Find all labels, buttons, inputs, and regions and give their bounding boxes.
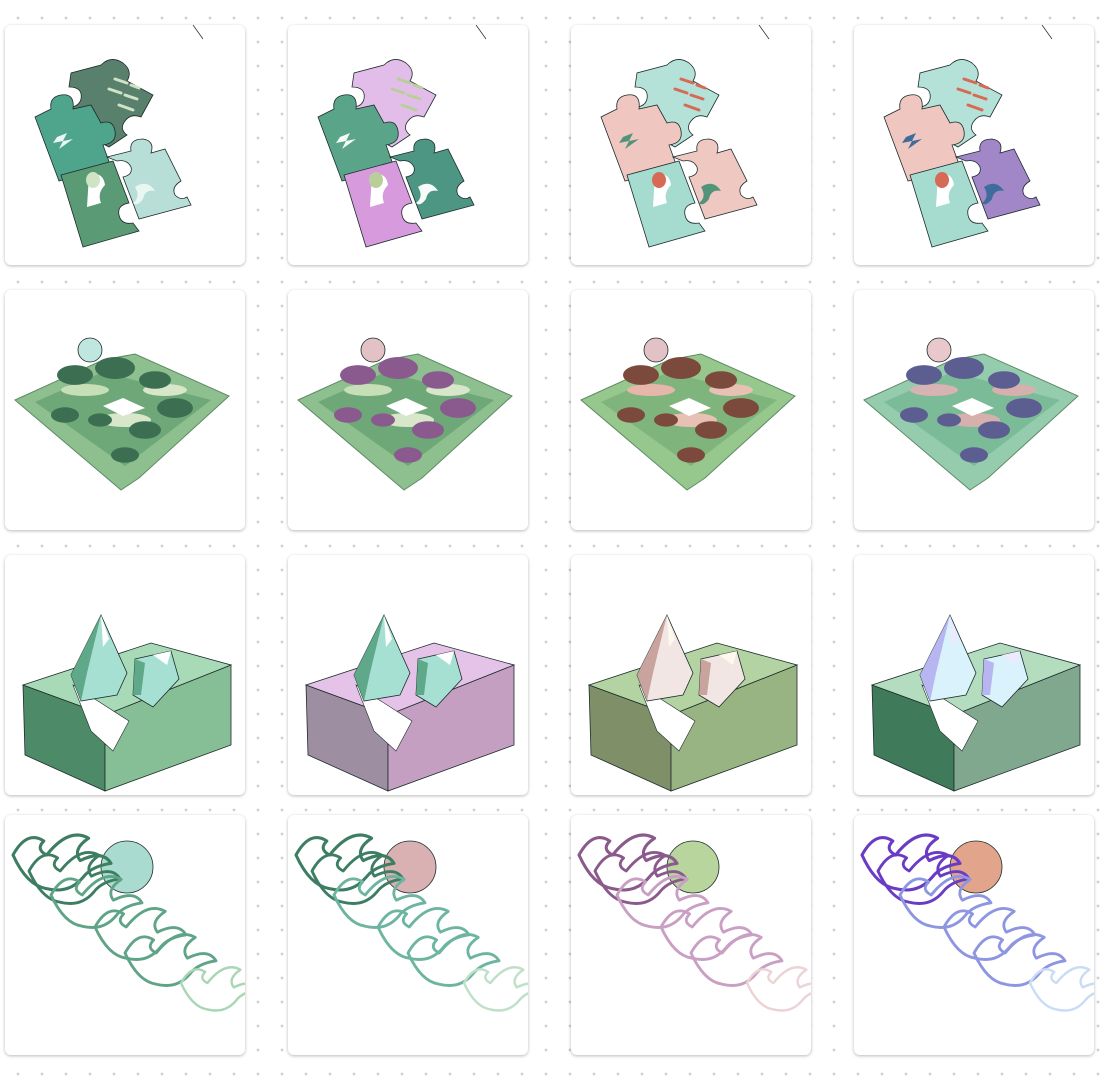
thumbnail-birds-teal-rose[interactable] — [288, 815, 528, 1055]
island-illustration — [297, 337, 513, 491]
birds-illustration — [294, 833, 528, 1012]
thumbnail-birds-green[interactable] — [5, 815, 245, 1055]
thumbnail-island-green-purple[interactable] — [288, 290, 528, 530]
puzzle-illustration — [883, 25, 1053, 248]
thumbnail-puzzle-green[interactable] — [5, 25, 245, 265]
puzzle-illustration — [34, 25, 204, 248]
thumbnail-puzzle-pink-mint[interactable] — [571, 25, 811, 265]
thumbnail-crystal-block-pink-purple[interactable] — [288, 555, 528, 795]
birds-illustration — [11, 833, 245, 1012]
thumbnail-birds-violet-blue[interactable] — [854, 815, 1094, 1055]
puzzle-illustration — [317, 25, 487, 248]
thumbnail-puzzle-green-pink[interactable] — [288, 25, 528, 265]
thumbnail-crystal-block-green[interactable] — [5, 555, 245, 795]
crystal-block-illustration — [870, 614, 1082, 792]
thumbnail-island-green[interactable] — [5, 290, 245, 530]
island-illustration — [580, 337, 796, 491]
crystal-block-illustration — [21, 614, 233, 792]
thumbnail-puzzle-pink-mint-violet[interactable] — [854, 25, 1094, 265]
birds-illustration — [860, 833, 1094, 1012]
crystal-block-illustration — [587, 614, 799, 792]
puzzle-illustration — [600, 25, 770, 248]
thumbnail-birds-mauve-pink[interactable] — [571, 815, 811, 1055]
birds-illustration — [577, 833, 811, 1012]
thumbnail-island-green-brown[interactable] — [571, 290, 811, 530]
crystal-block-illustration — [304, 614, 516, 792]
thumbnail-crystal-block-green-lilac[interactable] — [854, 555, 1094, 795]
island-illustration — [863, 337, 1079, 491]
thumbnail-crystal-block-olive-cream[interactable] — [571, 555, 811, 795]
island-illustration — [14, 337, 230, 491]
thumbnail-island-green-violet[interactable] — [854, 290, 1094, 530]
